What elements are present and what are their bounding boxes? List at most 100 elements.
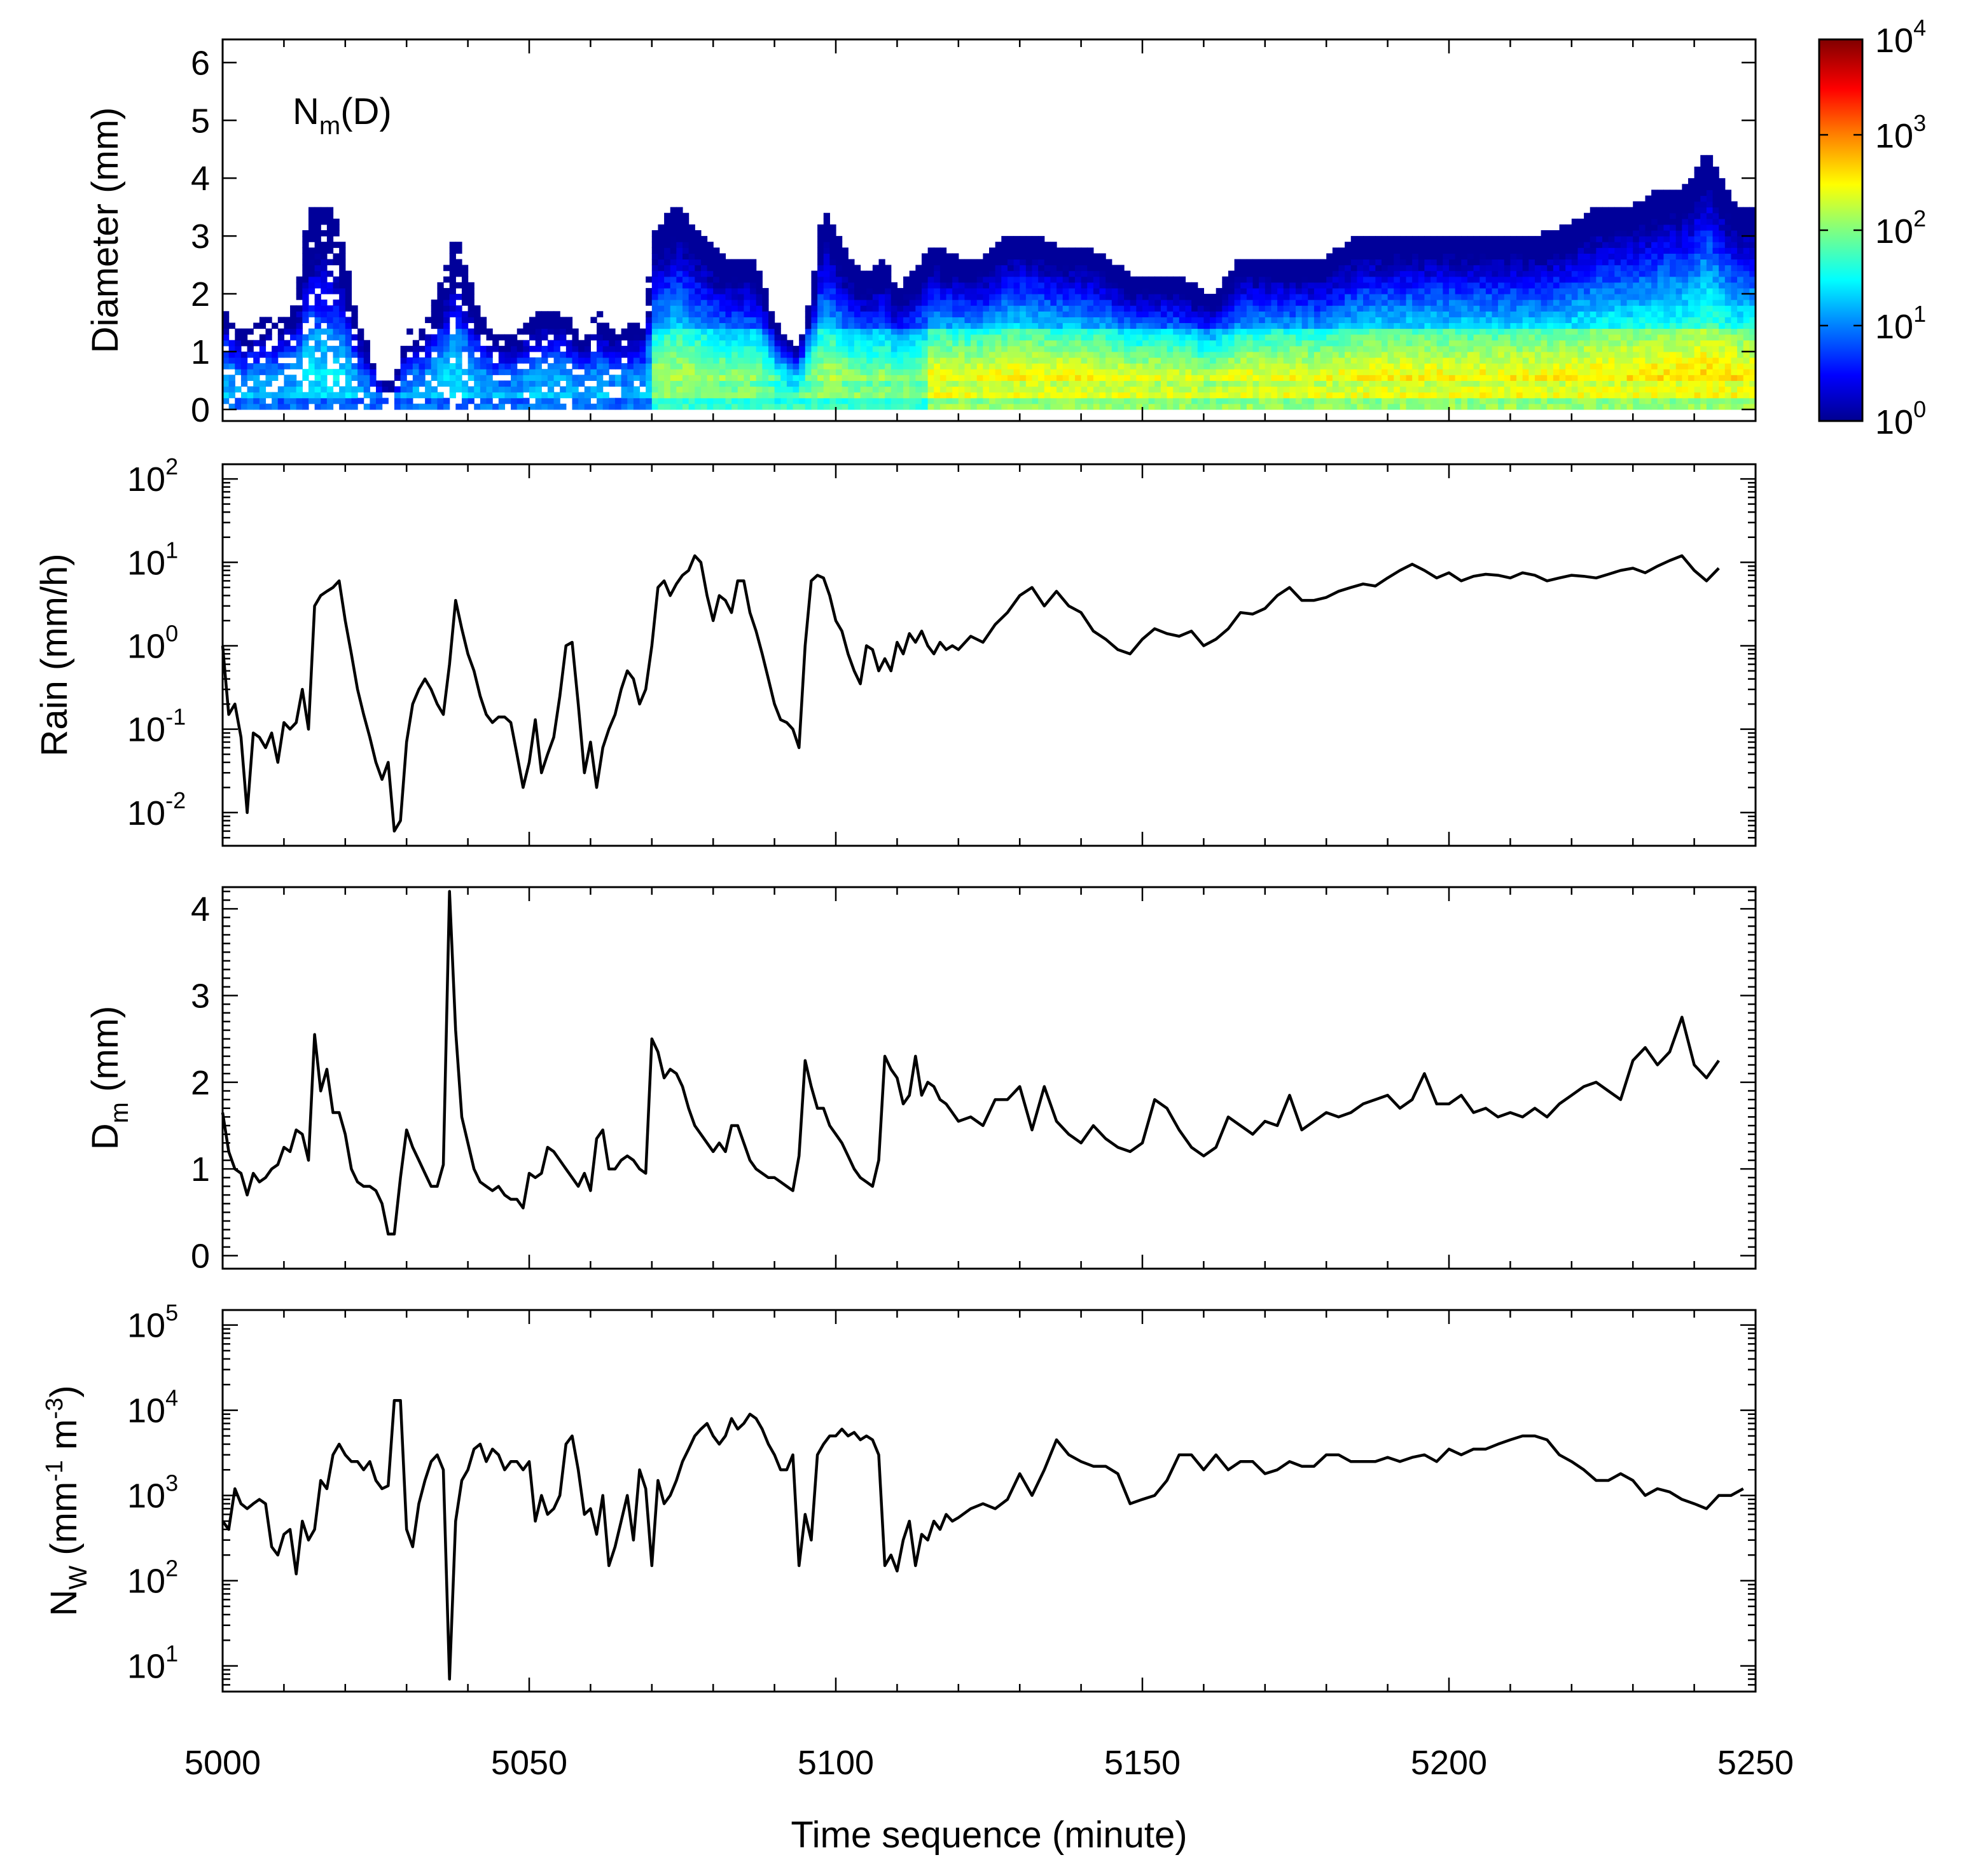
heatmap-cell bbox=[946, 334, 953, 341]
heatmap-cell bbox=[468, 375, 475, 381]
heatmap-cell bbox=[890, 357, 897, 364]
heatmap-cell bbox=[952, 345, 959, 352]
heatmap-cell bbox=[946, 253, 953, 260]
heatmap-cell bbox=[1093, 357, 1100, 364]
heatmap-cell bbox=[1473, 351, 1480, 358]
heatmap-cell bbox=[878, 294, 885, 300]
heatmap-cell bbox=[1541, 397, 1548, 404]
heatmap-cell bbox=[455, 317, 462, 324]
heatmap-cell bbox=[547, 375, 555, 381]
heatmap-cell bbox=[1283, 328, 1290, 335]
heatmap-cell bbox=[915, 294, 922, 300]
heatmap-cell bbox=[1431, 397, 1438, 404]
heatmap-cell bbox=[609, 351, 616, 358]
heatmap-cell bbox=[1547, 287, 1554, 294]
heatmap-cell bbox=[725, 375, 732, 381]
heatmap-cell bbox=[290, 397, 297, 404]
heatmap-cell bbox=[1467, 300, 1474, 306]
heatmap-cell bbox=[1062, 265, 1069, 272]
heatmap-cell bbox=[1485, 380, 1493, 387]
heatmap-cell bbox=[823, 224, 830, 231]
heatmap-cell bbox=[1553, 247, 1560, 254]
heatmap-cell bbox=[1228, 357, 1235, 364]
heatmap-cell bbox=[363, 351, 370, 358]
heatmap-cell bbox=[1338, 259, 1345, 266]
heatmap-cell bbox=[1057, 259, 1064, 266]
heatmap-cell bbox=[302, 369, 309, 375]
heatmap-cell bbox=[700, 397, 708, 404]
heatmap-cell bbox=[357, 363, 364, 369]
heatmap-cell bbox=[1498, 242, 1505, 248]
heatmap-cell bbox=[1222, 334, 1229, 341]
heatmap-cell bbox=[683, 345, 689, 352]
heatmap-cell bbox=[1259, 300, 1266, 306]
heatmap-cell bbox=[756, 386, 763, 393]
heatmap-cell bbox=[1025, 247, 1033, 254]
heatmap-cell bbox=[646, 294, 653, 300]
heatmap-cell bbox=[1492, 397, 1499, 404]
heatmap-cell bbox=[1375, 300, 1382, 306]
heatmap-cell bbox=[486, 392, 493, 399]
heatmap-cell bbox=[1240, 282, 1247, 289]
heatmap-cell bbox=[1504, 294, 1511, 300]
heatmap-cell bbox=[921, 270, 929, 277]
heatmap-cell bbox=[1375, 392, 1382, 399]
heatmap-cell bbox=[762, 345, 769, 352]
heatmap-cell bbox=[597, 334, 604, 341]
heatmap-cell bbox=[1111, 403, 1119, 410]
heatmap-cell bbox=[1436, 328, 1443, 335]
heatmap-cell bbox=[431, 363, 438, 369]
heatmap-cell bbox=[1093, 340, 1100, 347]
heatmap-cell bbox=[1154, 386, 1161, 393]
heatmap-cell bbox=[719, 294, 726, 300]
heatmap-cell bbox=[1516, 340, 1523, 347]
heatmap-cell bbox=[1062, 317, 1069, 324]
heatmap-cell bbox=[443, 375, 450, 381]
heatmap-cell bbox=[437, 305, 444, 312]
heatmap-cell bbox=[836, 322, 843, 329]
heatmap-cell bbox=[1185, 351, 1192, 358]
heatmap-cell bbox=[1418, 351, 1425, 358]
heatmap-cell bbox=[1418, 300, 1425, 306]
heatmap-cell bbox=[1375, 317, 1382, 324]
heatmap-cell bbox=[664, 294, 671, 300]
heatmap-cell bbox=[461, 369, 469, 375]
heatmap-cell bbox=[939, 265, 947, 272]
heatmap-cell bbox=[774, 351, 781, 358]
heatmap-cell bbox=[1528, 276, 1535, 283]
heatmap-cell bbox=[823, 369, 830, 375]
heatmap-cell bbox=[842, 363, 849, 369]
heatmap-cell bbox=[1369, 375, 1376, 381]
heatmap-cell bbox=[1289, 322, 1296, 329]
heatmap-cell bbox=[1191, 403, 1198, 410]
heatmap-cell bbox=[1271, 363, 1278, 369]
heatmap-cell bbox=[400, 363, 407, 369]
heatmap-cell bbox=[651, 259, 659, 266]
heatmap-cell bbox=[474, 334, 481, 341]
heatmap-cell bbox=[1357, 369, 1364, 375]
heatmap-cell bbox=[345, 397, 352, 404]
heatmap-cell bbox=[1185, 340, 1192, 347]
heatmap-cell bbox=[449, 276, 456, 283]
heatmap-cell bbox=[1020, 276, 1027, 283]
heatmap-cell bbox=[646, 357, 653, 364]
heatmap-cell bbox=[1522, 392, 1529, 399]
heatmap-cell bbox=[1087, 403, 1094, 410]
heatmap-cell bbox=[602, 334, 609, 341]
heatmap-cell bbox=[321, 287, 328, 294]
heatmap-cell bbox=[829, 317, 836, 324]
heatmap-cell bbox=[1062, 300, 1069, 306]
heatmap-cell bbox=[664, 397, 671, 404]
heatmap-cell bbox=[1504, 311, 1511, 317]
heatmap-cell bbox=[934, 311, 941, 317]
heatmap-cell bbox=[664, 345, 671, 352]
heatmap-cell bbox=[1345, 259, 1352, 266]
heatmap-cell bbox=[597, 351, 604, 358]
heatmap-cell bbox=[370, 369, 377, 375]
heatmap-cell bbox=[1197, 357, 1204, 364]
heatmap-cell bbox=[321, 218, 328, 225]
heatmap-cell bbox=[1522, 282, 1529, 289]
heatmap-cell bbox=[272, 369, 279, 375]
heatmap-cell bbox=[1148, 386, 1155, 393]
heatmap-cell bbox=[829, 386, 836, 393]
